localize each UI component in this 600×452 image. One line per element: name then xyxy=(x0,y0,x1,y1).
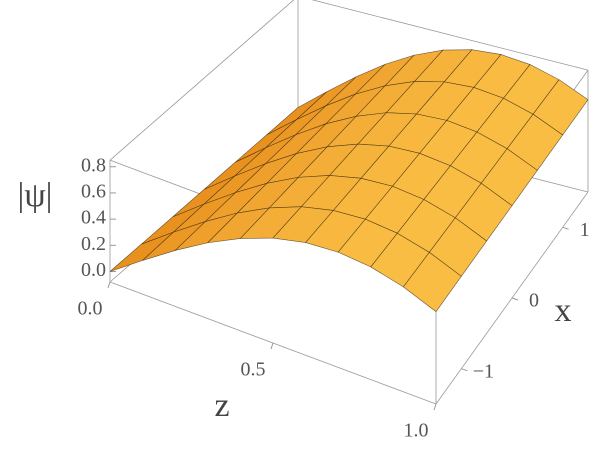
z-tick-label: 0.8 xyxy=(81,154,106,176)
y-tick xyxy=(562,226,569,230)
box-edge xyxy=(109,0,295,161)
y-axis-title: x xyxy=(555,292,572,329)
y-tick-label: 0 xyxy=(529,290,539,312)
z-tick-label: 0.0 xyxy=(81,259,106,281)
y-tick xyxy=(511,297,519,301)
x-tick-label: 0.0 xyxy=(78,298,103,320)
x-tick xyxy=(270,342,274,350)
z-axis-title: |ψ| xyxy=(18,177,53,214)
x-tick xyxy=(107,281,111,289)
z-tick-label: 0.4 xyxy=(81,207,106,229)
x-tick xyxy=(433,403,437,411)
z-tick-label: 0.2 xyxy=(81,233,106,255)
surface-patch xyxy=(402,251,462,313)
box-edge xyxy=(311,0,589,71)
y-tick-label: −1 xyxy=(473,360,494,382)
x-tick-label: 0.5 xyxy=(241,359,266,381)
x-axis-title: z xyxy=(214,387,229,424)
z-tick-label: 0.6 xyxy=(81,181,106,203)
y-tick-label: 1 xyxy=(580,219,590,241)
x-tick-label: 1.0 xyxy=(404,420,429,442)
y-tick xyxy=(461,368,468,372)
